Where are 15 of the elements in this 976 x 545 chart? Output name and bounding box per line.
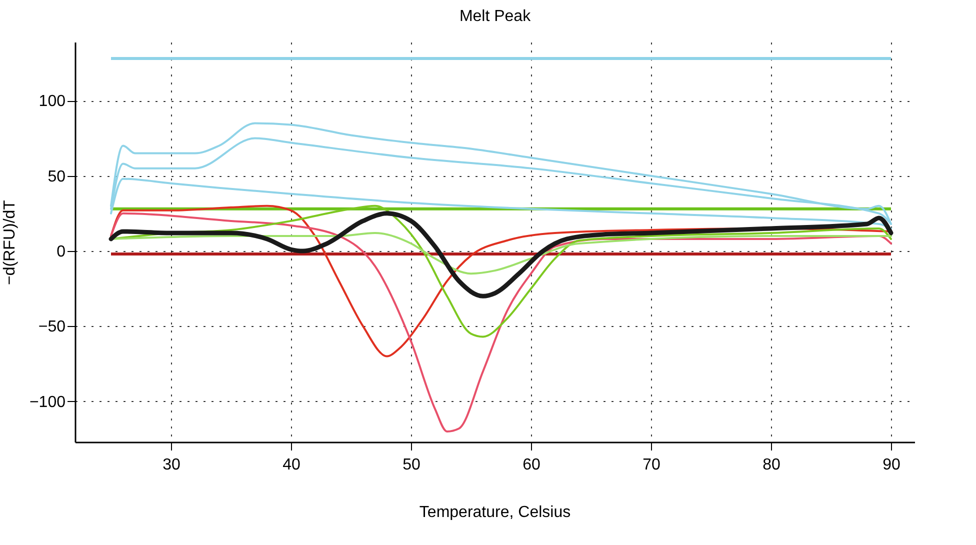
x-tick-label: 90 (882, 456, 900, 474)
y-tick-label: 0 (56, 244, 66, 261)
x-axis-title: Temperature, Celsius (419, 504, 571, 521)
x-tick-label: 60 (522, 456, 540, 474)
x-tick-label: 50 (402, 456, 420, 474)
x-tick-label: 70 (642, 456, 660, 474)
y-tick-label: −100 (29, 394, 66, 411)
chart-title: Melt Peak (459, 8, 532, 25)
x-tick-label: 80 (762, 456, 780, 474)
x-tick-label: 40 (282, 456, 300, 474)
x-tick-label: 30 (162, 456, 180, 474)
y-axis-title: −d(RFU)/dT (1, 200, 18, 285)
y-tick-label: 100 (38, 93, 66, 110)
y-tick-label: −50 (38, 318, 66, 336)
y-tick-label: 50 (48, 168, 66, 186)
